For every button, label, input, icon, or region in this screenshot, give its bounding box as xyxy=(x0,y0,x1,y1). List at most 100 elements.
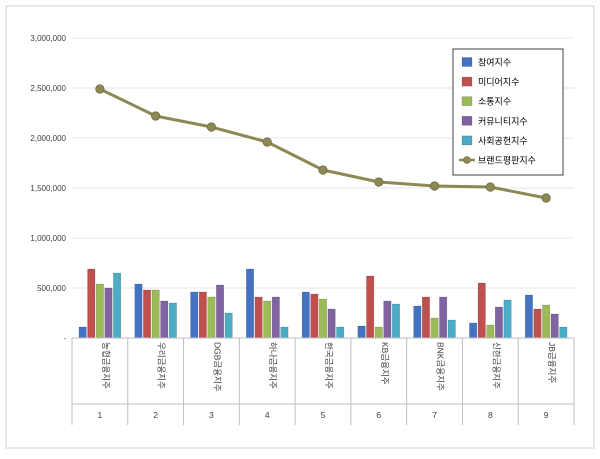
line-point xyxy=(151,111,161,121)
bar xyxy=(143,289,152,339)
bar xyxy=(383,300,392,339)
bar xyxy=(533,308,542,339)
y-tick-label: 3,000,000 xyxy=(30,34,66,43)
bar-series xyxy=(78,268,568,339)
line-point xyxy=(318,165,328,175)
rank-label: 1 xyxy=(98,410,103,420)
category-label: JB금융지주 xyxy=(547,342,557,383)
bar xyxy=(104,287,113,339)
legend-swatch xyxy=(461,116,473,126)
bar xyxy=(280,326,289,339)
line-point xyxy=(541,193,551,203)
bar xyxy=(486,324,495,339)
legend-label: 사회공헌지수 xyxy=(478,136,528,146)
line-point xyxy=(429,181,440,191)
bar xyxy=(151,289,160,339)
bar xyxy=(216,284,224,339)
legend-label: 미디어지수 xyxy=(478,77,519,87)
bar xyxy=(430,317,439,339)
y-tick-label: 1,500,000 xyxy=(30,184,66,193)
legend-swatch xyxy=(461,57,473,67)
bar xyxy=(422,296,430,339)
bar xyxy=(301,291,310,339)
line-series xyxy=(95,84,551,203)
bar xyxy=(95,283,104,339)
bar xyxy=(190,291,199,339)
y-tick-label: 2,000,000 xyxy=(30,134,66,143)
line-point xyxy=(95,84,105,94)
bar xyxy=(207,296,216,339)
legend-swatch xyxy=(461,135,473,146)
bar xyxy=(327,308,336,339)
bar xyxy=(113,272,122,339)
rank-label: 7 xyxy=(432,410,437,420)
rank-label: 6 xyxy=(376,410,381,420)
rank-label: 9 xyxy=(544,410,549,420)
bar xyxy=(366,275,375,339)
bar xyxy=(357,325,366,339)
bar xyxy=(87,268,96,339)
category-label: 농협금융지주 xyxy=(101,342,111,389)
bar xyxy=(254,296,263,339)
rank-label: 8 xyxy=(488,410,493,420)
bar xyxy=(78,326,87,339)
line-point xyxy=(374,177,384,187)
bar xyxy=(310,293,319,339)
bar xyxy=(439,296,448,339)
category-label: KB금융지주 xyxy=(380,342,390,385)
category-label: DGB금융지주 xyxy=(212,342,222,392)
bar xyxy=(503,299,512,339)
legend-line-marker xyxy=(463,156,471,164)
bar xyxy=(224,312,233,339)
y-tick-label: 2,500,000 xyxy=(30,84,66,93)
rank-label: 2 xyxy=(153,410,158,420)
bar xyxy=(477,282,486,339)
bar xyxy=(447,319,456,339)
bar xyxy=(559,326,568,339)
grid-lines xyxy=(72,37,574,289)
bar xyxy=(392,303,400,339)
y-tick-label: - xyxy=(63,334,66,343)
bar xyxy=(271,296,280,339)
bar xyxy=(246,268,254,339)
legend-label: 커뮤니티지수 xyxy=(478,116,528,126)
legend-label: 참여지수 xyxy=(478,57,511,68)
bar xyxy=(198,291,207,339)
line-point xyxy=(262,137,272,147)
legend-swatch xyxy=(461,76,473,87)
bar xyxy=(263,300,272,339)
category-label: BNK금융지주 xyxy=(436,342,446,391)
legend-box xyxy=(452,48,564,176)
bar xyxy=(134,283,143,339)
bar xyxy=(524,294,533,339)
line-point xyxy=(206,122,217,132)
bar xyxy=(550,313,559,339)
bar xyxy=(336,326,345,339)
bar xyxy=(494,306,503,339)
legend-swatch xyxy=(461,96,473,106)
legend-label: 소통지수 xyxy=(478,97,511,107)
y-axis: - 500,000 1,000,000 1,500,000 2,000,000 2,500… xyxy=(30,34,66,343)
x-axis: 농협금융지주 1 우리금융지주 2 DGB금융지주 3 하나금융지주 4 한국금융지주 5 KB금융… xyxy=(71,337,575,425)
bar xyxy=(319,298,327,339)
y-tick-label: 1,000,000 xyxy=(30,234,66,243)
rank-label: 4 xyxy=(265,410,270,420)
category-label: 한국금융지주 xyxy=(324,342,334,389)
bar xyxy=(542,304,551,339)
y-tick-label: 500,000 xyxy=(37,284,66,293)
bar xyxy=(160,300,169,339)
rank-label: 3 xyxy=(209,410,214,420)
bar xyxy=(374,326,383,339)
rank-label: 5 xyxy=(321,410,326,420)
category-label: 신한금융지주 xyxy=(491,342,501,389)
category-label: 하나금융지주 xyxy=(268,342,278,389)
bar xyxy=(469,322,478,339)
line-point xyxy=(485,182,495,192)
bar xyxy=(168,302,177,339)
category-label: 우리금융지주 xyxy=(157,342,167,389)
bar xyxy=(413,305,422,339)
legend-label: 브랜드평판지수 xyxy=(478,156,536,166)
